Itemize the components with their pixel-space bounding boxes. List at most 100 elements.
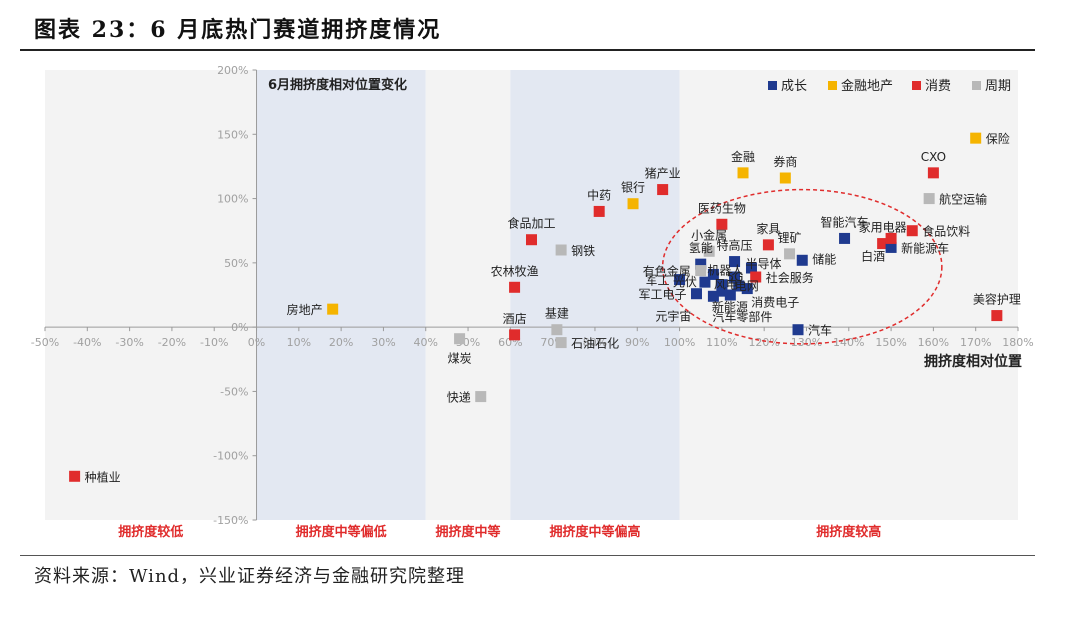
- zone-label-3: 拥挤度中等偏高: [549, 524, 640, 540]
- point-label-金融: 金融: [731, 149, 755, 164]
- point-美容护理: [991, 310, 1003, 322]
- x-tick-label: 20%: [329, 336, 353, 349]
- title-rule: [20, 49, 1035, 51]
- x-tick-label: 160%: [918, 336, 949, 349]
- zone-label-1: 拥挤度中等偏低: [296, 524, 387, 540]
- point-label-特高压: 特高压: [717, 238, 753, 253]
- point-label-有色金属: 有色金属: [643, 264, 691, 279]
- x-tick-label: 130%: [791, 336, 822, 349]
- point-钢铁: [555, 244, 567, 256]
- point-汽车零部件: [724, 289, 736, 301]
- point-石油石化: [555, 337, 567, 349]
- x-tick-label: -30%: [115, 336, 143, 349]
- legend-label-消费: 消费: [925, 79, 951, 94]
- legend-swatch-金融地产: [828, 81, 837, 90]
- x-axis-title: 拥挤度相对位置: [924, 353, 1022, 370]
- legend-swatch-成长: [768, 81, 777, 90]
- point-label-半导体: 半导体: [745, 257, 781, 271]
- point-label-航空运输: 航空运输: [939, 192, 987, 207]
- point-label-元宇宙: 元宇宙: [655, 308, 691, 323]
- point-金融: [737, 167, 749, 179]
- point-label-中药: 中药: [587, 187, 611, 202]
- point-label-食品饮料: 食品饮料: [922, 224, 970, 239]
- point-煤炭: [454, 333, 466, 345]
- point-label-种植业: 种植业: [85, 469, 121, 484]
- legend-label-金融地产: 金融地产: [841, 78, 893, 94]
- zone-label-2: 拥挤度中等: [436, 524, 501, 540]
- point-猪产业: [657, 184, 669, 196]
- point-label-光伏: 光伏: [673, 275, 697, 289]
- point-label-家用电器: 家用电器: [859, 220, 907, 235]
- point-锂矿: [784, 248, 796, 260]
- x-tick-label: 140%: [833, 336, 864, 349]
- zone-band-4: [679, 70, 1018, 520]
- point-半导体: [745, 262, 757, 274]
- x-tick-label: 180%: [1002, 336, 1033, 349]
- point-风电: [716, 279, 728, 291]
- point-农林牧渔: [509, 281, 521, 293]
- point-label-智能汽车: 智能汽车: [821, 214, 869, 229]
- point-label-保险: 保险: [986, 131, 1010, 146]
- zone-label-0: 拥挤度较低: [118, 524, 183, 540]
- x-tick-label: 0%: [248, 336, 265, 349]
- point-储能: [796, 254, 808, 266]
- point-label-锂矿: 锂矿: [778, 230, 802, 245]
- source-note: 资料来源：Wind，兴业证券经济与金融研究院整理: [34, 566, 466, 587]
- point-label-军工: 军工: [646, 274, 670, 288]
- point-label-储能: 储能: [812, 251, 836, 266]
- x-tick-label: -50%: [31, 336, 59, 349]
- legend-label-周期: 周期: [985, 79, 1011, 94]
- point-label-农林牧渔: 农林牧渔: [491, 264, 539, 278]
- zone-bands: 拥挤度较低 拥挤度中等偏低 拥挤度中等 拥挤度中等偏高 拥挤度较高: [45, 70, 1018, 540]
- point-元宇宙: [707, 290, 719, 302]
- point-小金属: [703, 245, 715, 257]
- point-光伏: [699, 276, 711, 288]
- x-tick-label: 170%: [960, 336, 991, 349]
- x-tick-label: 30%: [371, 336, 395, 349]
- x-tick-label: 80%: [583, 336, 607, 349]
- y-tick-label: -150%: [213, 514, 248, 527]
- point-氢能: [695, 258, 707, 270]
- point-label-新能源车: 新能源车: [901, 240, 949, 255]
- point-房地产: [327, 303, 339, 315]
- zone-band-1: [256, 70, 426, 520]
- point-军工: [674, 274, 686, 286]
- chart-title: 6月拥挤度相对位置变化: [268, 77, 407, 93]
- point-新能源车: [885, 241, 897, 253]
- point-label-家具: 家具: [756, 221, 780, 236]
- y-tick-label: 0%: [231, 321, 248, 334]
- x-tick-label: 110%: [706, 336, 737, 349]
- x-tick-label: 150%: [875, 336, 906, 349]
- highlight-ellipse-group: [661, 188, 943, 345]
- y-tick-label: -50%: [220, 385, 248, 398]
- point-航空运输: [923, 193, 935, 205]
- data-points: [69, 132, 1003, 482]
- point-电网: [733, 280, 745, 292]
- point-家用电器: [877, 238, 889, 250]
- point-特高压: [729, 256, 741, 268]
- x-tick-label: -10%: [200, 336, 228, 349]
- point-家具: [762, 239, 774, 251]
- point-中药: [593, 205, 605, 217]
- point-label-5G: 5G: [727, 270, 744, 284]
- point-label-快递: 快递: [447, 391, 471, 405]
- point-食品加工: [526, 234, 537, 246]
- point-label-新能源: 新能源: [712, 299, 748, 314]
- point-军工电子: [690, 288, 702, 300]
- legend-swatch-周期: [972, 81, 981, 90]
- point-新能源: [716, 285, 728, 297]
- point-label-券商: 券商: [773, 154, 797, 169]
- point-消费电子: [741, 283, 753, 295]
- point-基建: [551, 324, 563, 336]
- x-tick-label: 40%: [414, 336, 438, 349]
- x-tick-label: 10%: [287, 336, 311, 349]
- point-快递: [475, 391, 487, 403]
- point-label-白酒: 白酒: [861, 248, 885, 263]
- point-label-美容护理: 美容护理: [973, 292, 1021, 307]
- point-种植业: [69, 470, 81, 482]
- point-保险: [970, 132, 982, 144]
- point-酒店: [509, 329, 521, 341]
- point-CXO: [927, 167, 939, 179]
